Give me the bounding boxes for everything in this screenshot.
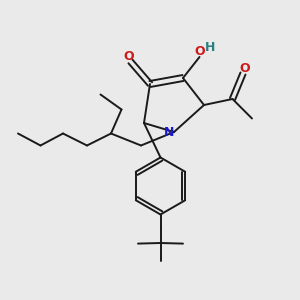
- Text: O: O: [240, 62, 250, 76]
- Text: O: O: [195, 45, 206, 58]
- Text: O: O: [124, 50, 134, 64]
- Text: H: H: [205, 41, 215, 54]
- Text: N: N: [164, 126, 175, 139]
